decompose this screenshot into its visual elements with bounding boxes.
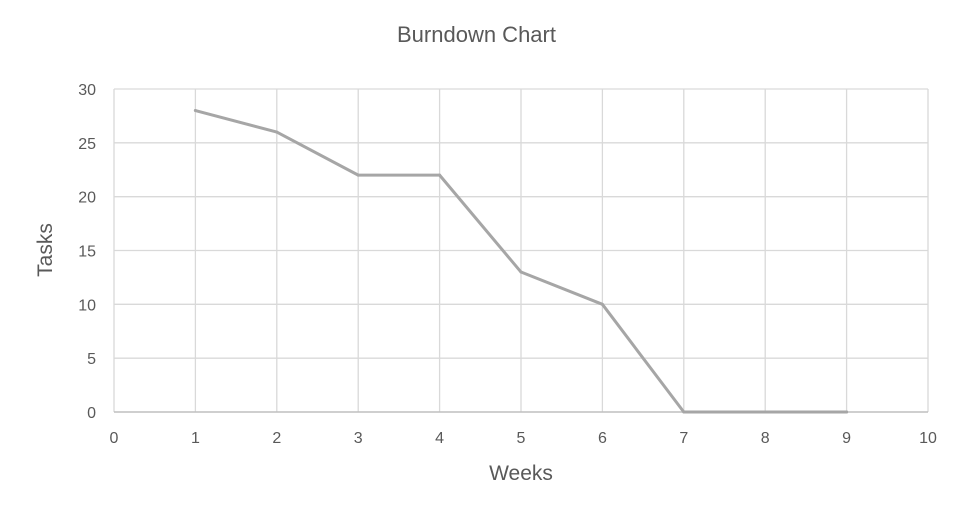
x-tick-label-1: 1 <box>191 430 200 447</box>
x-tick-label-4: 4 <box>435 430 444 447</box>
x-tick-label-10: 10 <box>919 430 937 447</box>
y-tick-label-25: 25 <box>78 136 96 153</box>
y-tick-label-20: 20 <box>78 190 96 207</box>
x-tick-label-3: 3 <box>354 430 363 447</box>
data-point-0-0 <box>193 109 197 113</box>
data-point-0-8 <box>845 410 849 414</box>
x-tick-label-8: 8 <box>761 430 770 447</box>
x-tick-label-5: 5 <box>517 430 526 447</box>
data-point-0-5 <box>600 302 604 306</box>
data-point-0-6 <box>682 410 686 414</box>
y-tick-label-5: 5 <box>87 351 96 368</box>
x-tick-label-9: 9 <box>842 430 851 447</box>
data-point-0-1 <box>275 130 279 134</box>
y-tick-label-0: 0 <box>87 405 96 422</box>
y-tick-label-15: 15 <box>78 244 96 261</box>
x-axis-title: Weeks <box>489 462 553 485</box>
data-point-0-7 <box>763 410 767 414</box>
chart-title: Burndown Chart <box>397 22 556 47</box>
y-tick-label-10: 10 <box>78 297 96 314</box>
data-point-0-2 <box>356 173 360 177</box>
x-tick-label-0: 0 <box>110 430 119 447</box>
x-tick-label-2: 2 <box>272 430 281 447</box>
x-tick-label-7: 7 <box>679 430 688 447</box>
data-point-0-4 <box>519 270 523 274</box>
x-tick-label-6: 6 <box>598 430 607 447</box>
y-tick-label-30: 30 <box>78 82 96 99</box>
data-point-0-3 <box>438 173 442 177</box>
